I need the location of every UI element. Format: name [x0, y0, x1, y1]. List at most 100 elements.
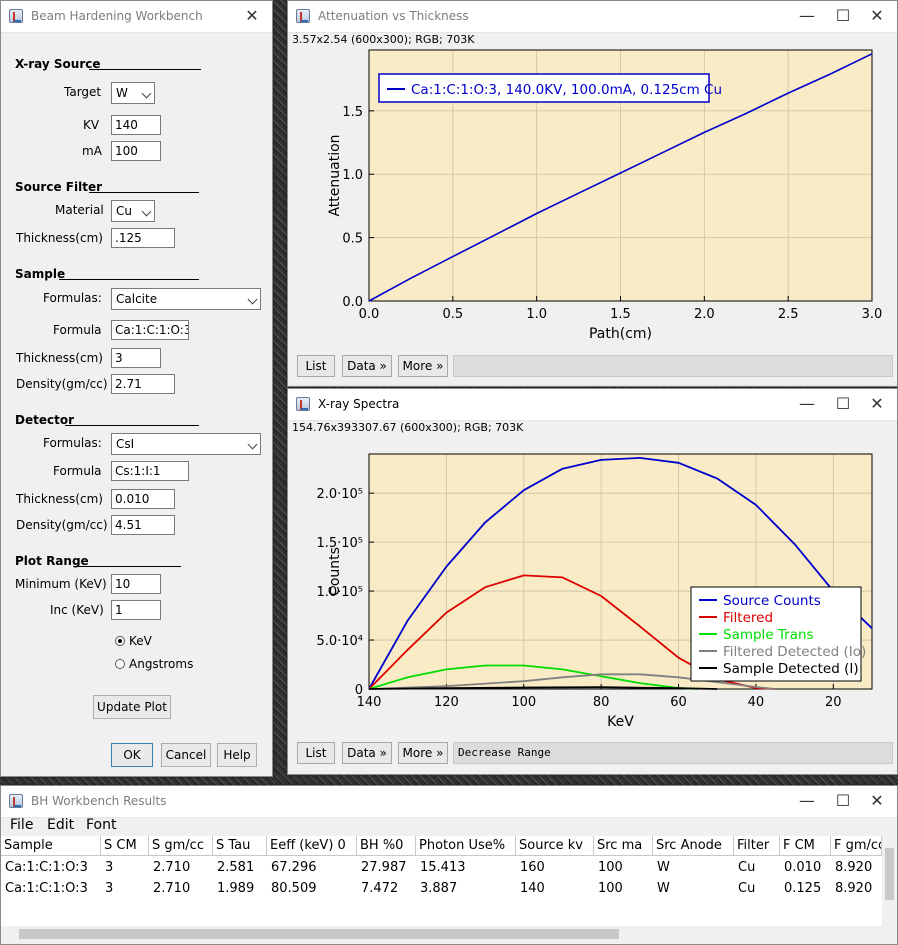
table-cell[interactable]: Ca:1:C:1:O:3: [5, 860, 88, 875]
table-cell[interactable]: 1.989: [217, 881, 255, 896]
spectra-title: X-ray Spectra: [318, 397, 400, 411]
y-tick-label: 1.0: [342, 168, 363, 183]
sample-formula-field[interactable]: Ca:1:C:1:O:3: [111, 320, 189, 340]
table-cell[interactable]: 3.887: [420, 881, 458, 896]
kev-radio[interactable]: [115, 636, 125, 646]
kv-field[interactable]: 140: [111, 115, 161, 135]
list-button[interactable]: List: [297, 355, 335, 377]
y-tick-label: 5.0·10⁴: [316, 634, 363, 649]
column-header[interactable]: S CM: [101, 836, 149, 856]
detector-thickness-field[interactable]: 0.010: [111, 489, 175, 509]
cancel-button[interactable]: Cancel: [161, 743, 211, 767]
ok-button[interactable]: OK: [111, 743, 153, 767]
close-icon[interactable]: ✕: [870, 394, 884, 413]
update-plot-button[interactable]: Update Plot: [93, 695, 171, 719]
table-cell[interactable]: 8.920: [835, 860, 873, 875]
table-cell[interactable]: 8.920: [835, 881, 873, 896]
table-cell[interactable]: 0.125: [784, 881, 822, 896]
column-header[interactable]: S Tau: [213, 836, 267, 856]
status-field: Decrease Range: [453, 742, 893, 764]
material-select[interactable]: Cu: [111, 200, 155, 222]
y-tick-label: 0.5: [342, 232, 363, 247]
column-header[interactable]: S gm/cc: [149, 836, 213, 856]
table-cell[interactable]: Cu: [738, 860, 756, 875]
ma-field[interactable]: 100: [111, 141, 161, 161]
column-header[interactable]: Filter: [734, 836, 780, 856]
table-cell[interactable]: W: [657, 860, 670, 875]
table-cell[interactable]: 27.987: [361, 860, 407, 875]
sample-density-field[interactable]: 2.71: [111, 374, 175, 394]
scrollbar-thumb[interactable]: [19, 929, 619, 939]
x-tick-label: 2.5: [778, 307, 799, 322]
table-cell[interactable]: 100: [598, 881, 623, 896]
attenuation-titlebar: Attenuation vs Thickness — ☐ ✕: [288, 1, 897, 33]
close-icon[interactable]: ✕: [245, 6, 259, 25]
table-cell[interactable]: Cu: [738, 881, 756, 896]
scrollbar-thumb[interactable]: [885, 848, 894, 900]
table-cell[interactable]: 7.472: [361, 881, 399, 896]
detector-formula-field[interactable]: Cs:1:I:1: [111, 461, 189, 481]
y-tick-label: 1.5·10⁵: [316, 536, 363, 551]
table-cell[interactable]: 3: [105, 860, 114, 875]
detector-density-label: Density(gm/cc): [16, 518, 108, 532]
menu-font[interactable]: Font: [86, 817, 117, 833]
menu-edit[interactable]: Edit: [47, 817, 75, 833]
column-header[interactable]: Eeff (keV) 0: [267, 836, 357, 856]
legend-label: Sample Trans: [723, 627, 814, 643]
table-cell[interactable]: 2.710: [153, 860, 191, 875]
angstroms-radio[interactable]: [115, 659, 125, 669]
column-header[interactable]: F CM: [780, 836, 831, 856]
data-button[interactable]: Data »: [342, 742, 392, 764]
menu-file[interactable]: File: [10, 817, 34, 833]
column-header[interactable]: Photon Use%: [416, 836, 516, 856]
filter-thickness-field[interactable]: .125: [111, 228, 175, 248]
x-tick-label: 40: [748, 695, 765, 710]
vertical-scrollbar[interactable]: [882, 836, 896, 926]
minimize-icon[interactable]: —: [799, 6, 815, 25]
help-button[interactable]: Help: [217, 743, 257, 767]
sample-formulas-select[interactable]: Calcite: [111, 288, 261, 310]
x-tick-label: 0.5: [442, 307, 463, 322]
column-header[interactable]: Src ma: [594, 836, 653, 856]
table-cell[interactable]: 15.413: [420, 860, 466, 875]
horizontal-scrollbar[interactable]: [1, 926, 882, 942]
table-cell[interactable]: 100: [598, 860, 623, 875]
table-cell[interactable]: Ca:1:C:1:O:3: [5, 881, 88, 896]
table-cell[interactable]: W: [657, 881, 670, 896]
minimize-icon[interactable]: —: [799, 791, 815, 810]
table-cell[interactable]: 80.509: [271, 881, 317, 896]
data-button[interactable]: Data »: [342, 355, 392, 377]
column-header[interactable]: Src Anode: [653, 836, 734, 856]
list-button[interactable]: List: [297, 742, 335, 764]
table-cell[interactable]: 2.710: [153, 881, 191, 896]
maximize-icon[interactable]: ☐: [835, 791, 851, 810]
plot-frame: [368, 49, 873, 302]
maximize-icon[interactable]: ☐: [835, 6, 851, 25]
table-cell[interactable]: 2.581: [217, 860, 255, 875]
minimum-field[interactable]: 10: [111, 574, 161, 594]
table-cell[interactable]: 140: [520, 881, 545, 896]
column-header[interactable]: Sample: [1, 836, 101, 856]
table-cell[interactable]: 67.296: [271, 860, 317, 875]
close-icon[interactable]: ✕: [870, 791, 884, 810]
x-tick-label: 0.0: [359, 307, 380, 322]
sample-thickness-field[interactable]: 3: [111, 348, 161, 368]
detector-formulas-select[interactable]: CsI: [111, 433, 261, 455]
attenuation-title: Attenuation vs Thickness: [318, 9, 469, 23]
more-button[interactable]: More »: [398, 355, 448, 377]
more-button[interactable]: More »: [398, 742, 448, 764]
maximize-icon[interactable]: ☐: [835, 394, 851, 413]
y-axis-label: Counts: [327, 547, 343, 596]
target-select[interactable]: W: [111, 82, 155, 104]
minimize-icon[interactable]: —: [799, 394, 815, 413]
x-axis-label: Path(cm): [589, 326, 652, 342]
table-cell[interactable]: 3: [105, 881, 114, 896]
column-header[interactable]: F gm/cc: [831, 836, 882, 856]
table-cell[interactable]: 160: [520, 860, 545, 875]
column-header[interactable]: BH %0: [357, 836, 416, 856]
column-header[interactable]: Source kv: [516, 836, 594, 856]
detector-density-field[interactable]: 4.51: [111, 515, 175, 535]
table-cell[interactable]: 0.010: [784, 860, 822, 875]
close-icon[interactable]: ✕: [870, 6, 884, 25]
inc-field[interactable]: 1: [111, 600, 161, 620]
